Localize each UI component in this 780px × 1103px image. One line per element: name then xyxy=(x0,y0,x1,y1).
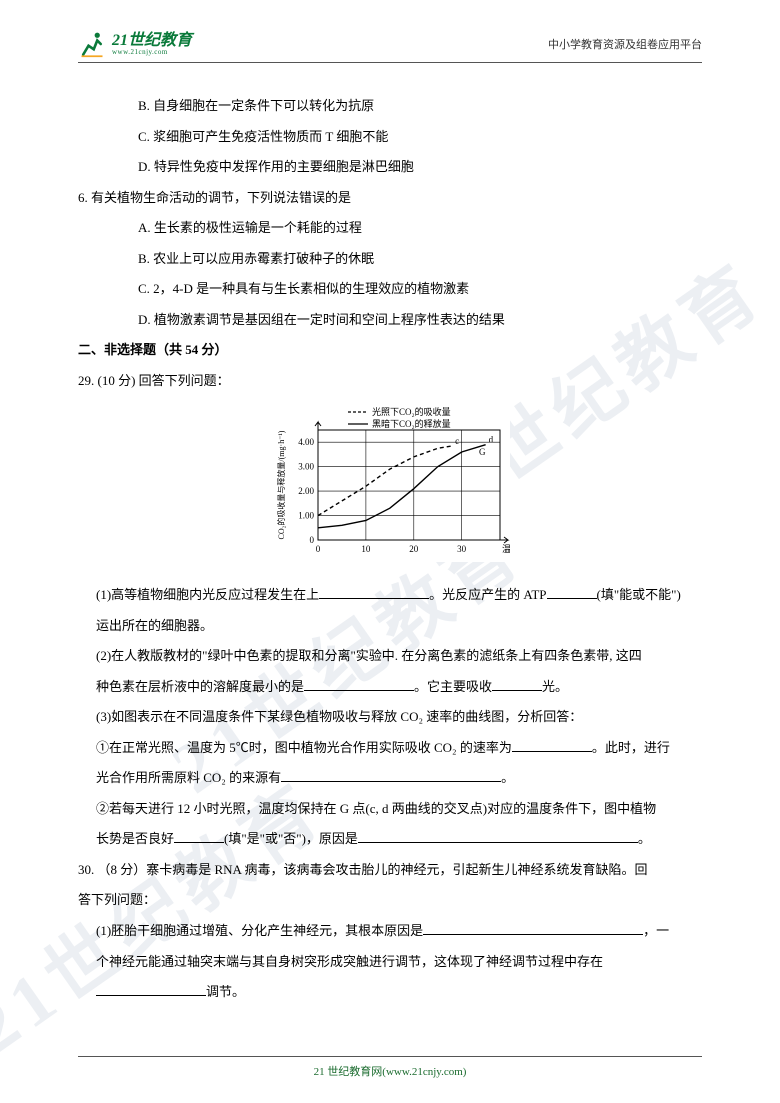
svg-text:黑暗下CO₂的释放量: 黑暗下CO₂的释放量 xyxy=(372,418,451,429)
q29-3-2a: ②若每天进行 12 小时光照，温度均保持在 G 点(c, d 两曲线的交叉点)对… xyxy=(78,794,702,825)
q30-1b: ，一 xyxy=(643,923,669,938)
opt-5d: D. 特异性免疫中发挥作用的主要细胞是淋巴细胞 xyxy=(78,152,702,183)
q29-3-1d: 。 xyxy=(501,770,514,785)
q29-3: (3)如图表示在不同温度条件下某绿色植物吸收与释放 CO₂ 速率的曲线图，分析回… xyxy=(78,702,702,733)
header-right: 中小学教育资源及组卷应用平台 xyxy=(548,36,702,52)
blank-8 xyxy=(358,830,638,843)
logo-text: 21世纪教育 www.21cnjy.com xyxy=(112,33,192,56)
q29-3-1b: 。此时，进行 xyxy=(592,740,670,755)
q29-1d: 运出所在的细胞器。 xyxy=(78,611,702,642)
q29-3-2c: (填"是"或"否")，原因是 xyxy=(224,831,358,846)
q29-2a: (2)在人教版教材的"绿叶中色素的提取和分离"实验中. 在分离色素的滤纸条上有四… xyxy=(78,641,702,672)
blank-7 xyxy=(174,830,224,843)
q29-3-1: ①在正常光照、温度为 5℃时，图中植物光合作用实际吸收 CO₂ 的速率为 。此时，… xyxy=(78,733,702,764)
q30-1d: 调节。 xyxy=(206,984,245,999)
chart-wrap: 0 1.00 2.00 3.00 4.00 0 10 20 30 c dG 光照下CO₂的吸收量黑暗下… xyxy=(78,402,702,574)
q6-stem: 6. 有关植物生命活动的调节，下列说法错误的是 xyxy=(78,183,702,214)
q30-1d-line: 调节。 xyxy=(78,977,702,1008)
svg-text:光照下CO₂的吸收量: 光照下CO₂的吸收量 xyxy=(372,406,451,417)
q29-3-1c-line: 光合作用所需原料 CO₂ 的来源有 。 xyxy=(78,763,702,794)
blank-5 xyxy=(512,739,592,752)
q29-3-1c: 光合作用所需原料 CO₂ 的来源有 xyxy=(96,770,281,785)
blank-3 xyxy=(304,678,414,691)
logo-sub: www.21cnjy.com xyxy=(112,49,192,56)
q29-3-2b-line: 长势是否良好 (填"是"或"否")，原因是 。 xyxy=(78,824,702,855)
blank-10 xyxy=(96,983,206,996)
runner-icon xyxy=(78,30,106,58)
svg-text:4.00: 4.00 xyxy=(298,438,314,448)
svg-text:0: 0 xyxy=(316,544,321,554)
q29-2b: 种色素在层析液中的溶解度最小的是 xyxy=(96,679,304,694)
q29-1b: 。光反应产生的 ATP xyxy=(429,587,546,602)
svg-text:20: 20 xyxy=(409,544,419,554)
opt-5c: C. 浆细胞可产生免疫活性物质而 T 细胞不能 xyxy=(78,122,702,153)
blank-4 xyxy=(492,678,542,691)
blank-1 xyxy=(319,586,429,599)
svg-text:CO₂的吸收量与释放量/(mg·h⁻¹): CO₂的吸收量与释放量/(mg·h⁻¹) xyxy=(276,431,286,540)
svg-text:10: 10 xyxy=(361,544,371,554)
co2-chart: 0 1.00 2.00 3.00 4.00 0 10 20 30 c dG 光照下CO₂的吸收量黑暗下… xyxy=(270,402,510,562)
svg-text:30: 30 xyxy=(457,544,467,554)
svg-text:G: G xyxy=(479,448,486,458)
q6-d: D. 植物激素调节是基因组在一定时间和空间上程序性表达的结果 xyxy=(78,305,702,336)
svg-text:温度/℃: 温度/℃ xyxy=(502,543,510,554)
svg-text:0: 0 xyxy=(310,535,315,545)
q29-3-2d: 。 xyxy=(638,831,651,846)
footer: 21 世纪教育网(www.21cnjy.com) xyxy=(78,1056,702,1079)
logo-main: 21世纪教育 xyxy=(112,33,192,49)
blank-6 xyxy=(281,769,501,782)
q29-1a: (1)高等植物细胞内光反应过程发生在上 xyxy=(96,587,319,602)
svg-text:d: d xyxy=(489,435,494,445)
q29-2d: 光。 xyxy=(542,679,568,694)
q30-stem-a: 30. （8 分）寨卡病毒是 RNA 病毒，该病毒会攻击胎儿的神经元，引起新生儿… xyxy=(78,855,702,886)
q29-2b-line: 种色素在层析液中的溶解度最小的是 。它主要吸收 光。 xyxy=(78,672,702,703)
q29-3-1a: ①在正常光照、温度为 5℃时，图中植物光合作用实际吸收 CO₂ 的速率为 xyxy=(96,740,512,755)
q6-a: A. 生长素的极性运输是一个耗能的过程 xyxy=(78,213,702,244)
content: B. 自身细胞在一定条件下可以转化为抗原 C. 浆细胞可产生免疫活性物质而 T … xyxy=(78,91,702,1008)
q6-b: B. 农业上可以应用赤霉素打破种子的休眠 xyxy=(78,244,702,275)
q30-1c: 个神经元能通过轴突末端与其自身树突形成突触进行调节，这体现了神经调节过程中存在 xyxy=(78,947,702,978)
q29-stem: 29. (10 分) 回答下列问题： xyxy=(78,366,702,397)
q29-2c: 。它主要吸收 xyxy=(414,679,492,694)
page: 21世纪教育 www.21cnjy.com 中小学教育资源及组卷应用平台 B. … xyxy=(0,0,780,1028)
q30-1a: (1)胚胎干细胞通过增殖、分化产生神经元，其根本原因是 xyxy=(96,923,423,938)
svg-text:3.00: 3.00 xyxy=(298,462,314,472)
svg-text:1.00: 1.00 xyxy=(298,511,314,521)
blank-2 xyxy=(547,586,597,599)
logo: 21世纪教育 www.21cnjy.com xyxy=(78,30,192,58)
q6-c: C. 2，4-D 是一种具有与生长素相似的生理效应的植物激素 xyxy=(78,274,702,305)
svg-text:2.00: 2.00 xyxy=(298,487,314,497)
opt-5b: B. 自身细胞在一定条件下可以转化为抗原 xyxy=(78,91,702,122)
q29-1: (1)高等植物细胞内光反应过程发生在上 。光反应产生的 ATP (填"能或不能") xyxy=(78,580,702,611)
q30-stem-b: 答下列问题： xyxy=(78,885,702,916)
svg-text:c: c xyxy=(455,436,459,446)
section-2-title: 二、非选择题（共 54 分） xyxy=(78,335,702,366)
header: 21世纪教育 www.21cnjy.com 中小学教育资源及组卷应用平台 xyxy=(78,30,702,63)
q29-1c: (填"能或不能") xyxy=(597,587,681,602)
blank-9 xyxy=(423,922,643,935)
q29-3-2b: 长势是否良好 xyxy=(96,831,174,846)
q30-1a-line: (1)胚胎干细胞通过增殖、分化产生神经元，其根本原因是 ，一 xyxy=(78,916,702,947)
